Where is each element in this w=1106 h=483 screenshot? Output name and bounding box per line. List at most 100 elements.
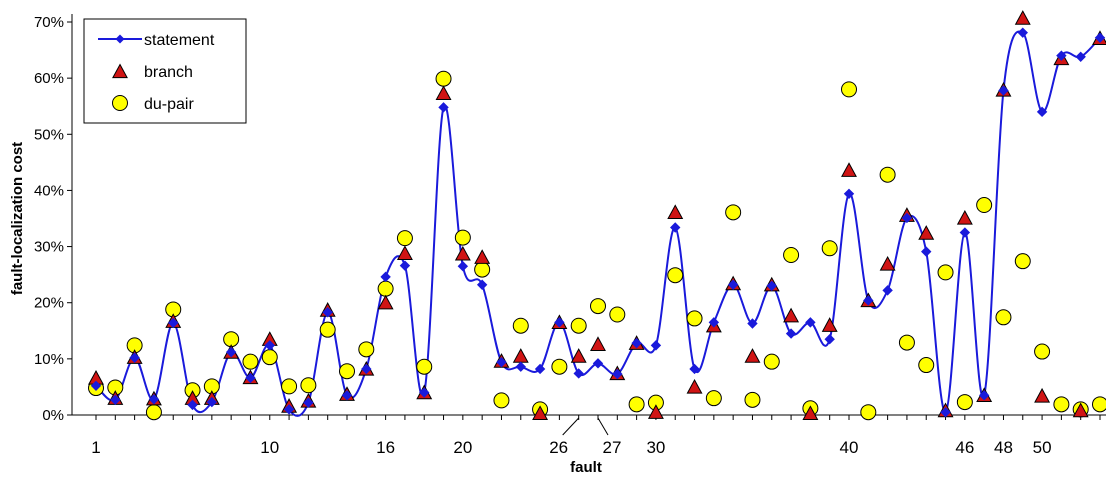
du-pair-point [784,247,799,262]
branch-point [958,211,972,224]
branch-point [1035,389,1049,402]
du-pair-point [243,354,258,369]
statement-point [478,280,487,289]
du-pair-point [1054,397,1069,412]
du-pair-point [455,230,470,245]
y-tick-label: 50% [34,126,64,143]
x-tick-label: 10 [260,438,279,457]
du-pair-point [842,82,857,97]
du-pair-point [899,335,914,350]
du-pair-point [1093,397,1106,412]
du-pair-point [552,359,567,374]
du-pair-point [378,281,393,296]
statement-point [651,341,660,350]
du-pair-point [262,350,277,365]
du-pair-point [977,198,992,213]
branch-point [668,205,682,218]
du-pair-point [513,318,528,333]
x-axis-title: fault [570,459,602,476]
x-tick-label: 27 [603,438,622,457]
du-pair-point [706,391,721,406]
statement-point [960,228,969,237]
branch-point [591,337,605,350]
branch-point [456,247,470,260]
du-pair-point [436,71,451,86]
x-tick-leader [563,418,579,435]
du-pair-point [359,342,374,357]
du-pair-point [745,392,760,407]
branch-point [880,257,894,270]
branch-point [572,349,586,362]
branch-point [398,246,412,259]
x-tick-label: 30 [646,438,665,457]
y-tick-label: 20% [34,295,64,312]
du-pair-point [146,405,161,420]
du-pair-point [320,322,335,337]
y-tick-label: 70% [34,14,64,31]
du-pair-point [610,307,625,322]
x-tick-label: 16 [376,438,395,457]
branch-point [745,349,759,362]
statement-point [516,362,525,371]
x-tick-label: 46 [955,438,974,457]
legend-label: du-pair [144,96,194,113]
du-pair-point [397,231,412,246]
branch-point [784,309,798,322]
branch-point [823,318,837,331]
branch-point [1016,11,1030,24]
du-pair-point [726,205,741,220]
du-pair-point [340,364,355,379]
statement-point [883,286,892,295]
du-pair-point [996,310,1011,325]
du-pair-point [668,268,683,283]
statement-point [1018,28,1027,37]
y-tick-label: 0% [42,407,64,424]
x-tick-label: 48 [994,438,1013,457]
du-pair-point [1015,254,1030,269]
du-pair-point [571,318,586,333]
y-tick-label: 60% [34,70,64,87]
du-pair-point [475,262,490,277]
du-pair-point [591,299,606,314]
statement-point [787,329,796,338]
branch-point [436,86,450,99]
statement-point [574,369,583,378]
du-pair-point [687,311,702,326]
y-tick-label: 40% [34,182,64,199]
y-tick-label: 10% [34,351,64,368]
statement-point [825,335,834,344]
x-tick-label: 1 [91,438,100,457]
statement-point [922,247,931,256]
du-pair-point [301,378,316,393]
du-pair-point [822,241,837,256]
branch-point [475,250,489,263]
legend-label: statement [144,32,215,49]
branch-point [687,380,701,393]
y-axis-title: fault-localization cost [9,142,26,295]
statement-point [381,272,390,281]
y-tick-label: 30% [34,239,64,256]
du-pair-point [494,393,509,408]
x-tick-label: 50 [1033,438,1052,457]
du-pair-point [417,359,432,374]
legend-du-pair-marker [113,96,128,111]
du-pair-point [861,405,876,420]
du-pair-point [919,358,934,373]
du-pair-point [629,397,644,412]
legend-label: branch [144,64,193,81]
x-tick-leader [598,418,608,435]
du-pair-point [880,167,895,182]
branch-point [514,349,528,362]
du-pair-point [282,379,297,394]
du-pair-point [1035,344,1050,359]
branch-point [842,163,856,176]
x-tick-label: 40 [840,438,859,457]
du-pair-point [957,395,972,410]
statement-point [400,261,409,270]
x-tick-label: 26 [549,438,568,457]
statement-point [458,262,467,271]
statement-point [594,359,603,368]
x-tick-label: 20 [453,438,472,457]
du-pair-point [938,265,953,280]
